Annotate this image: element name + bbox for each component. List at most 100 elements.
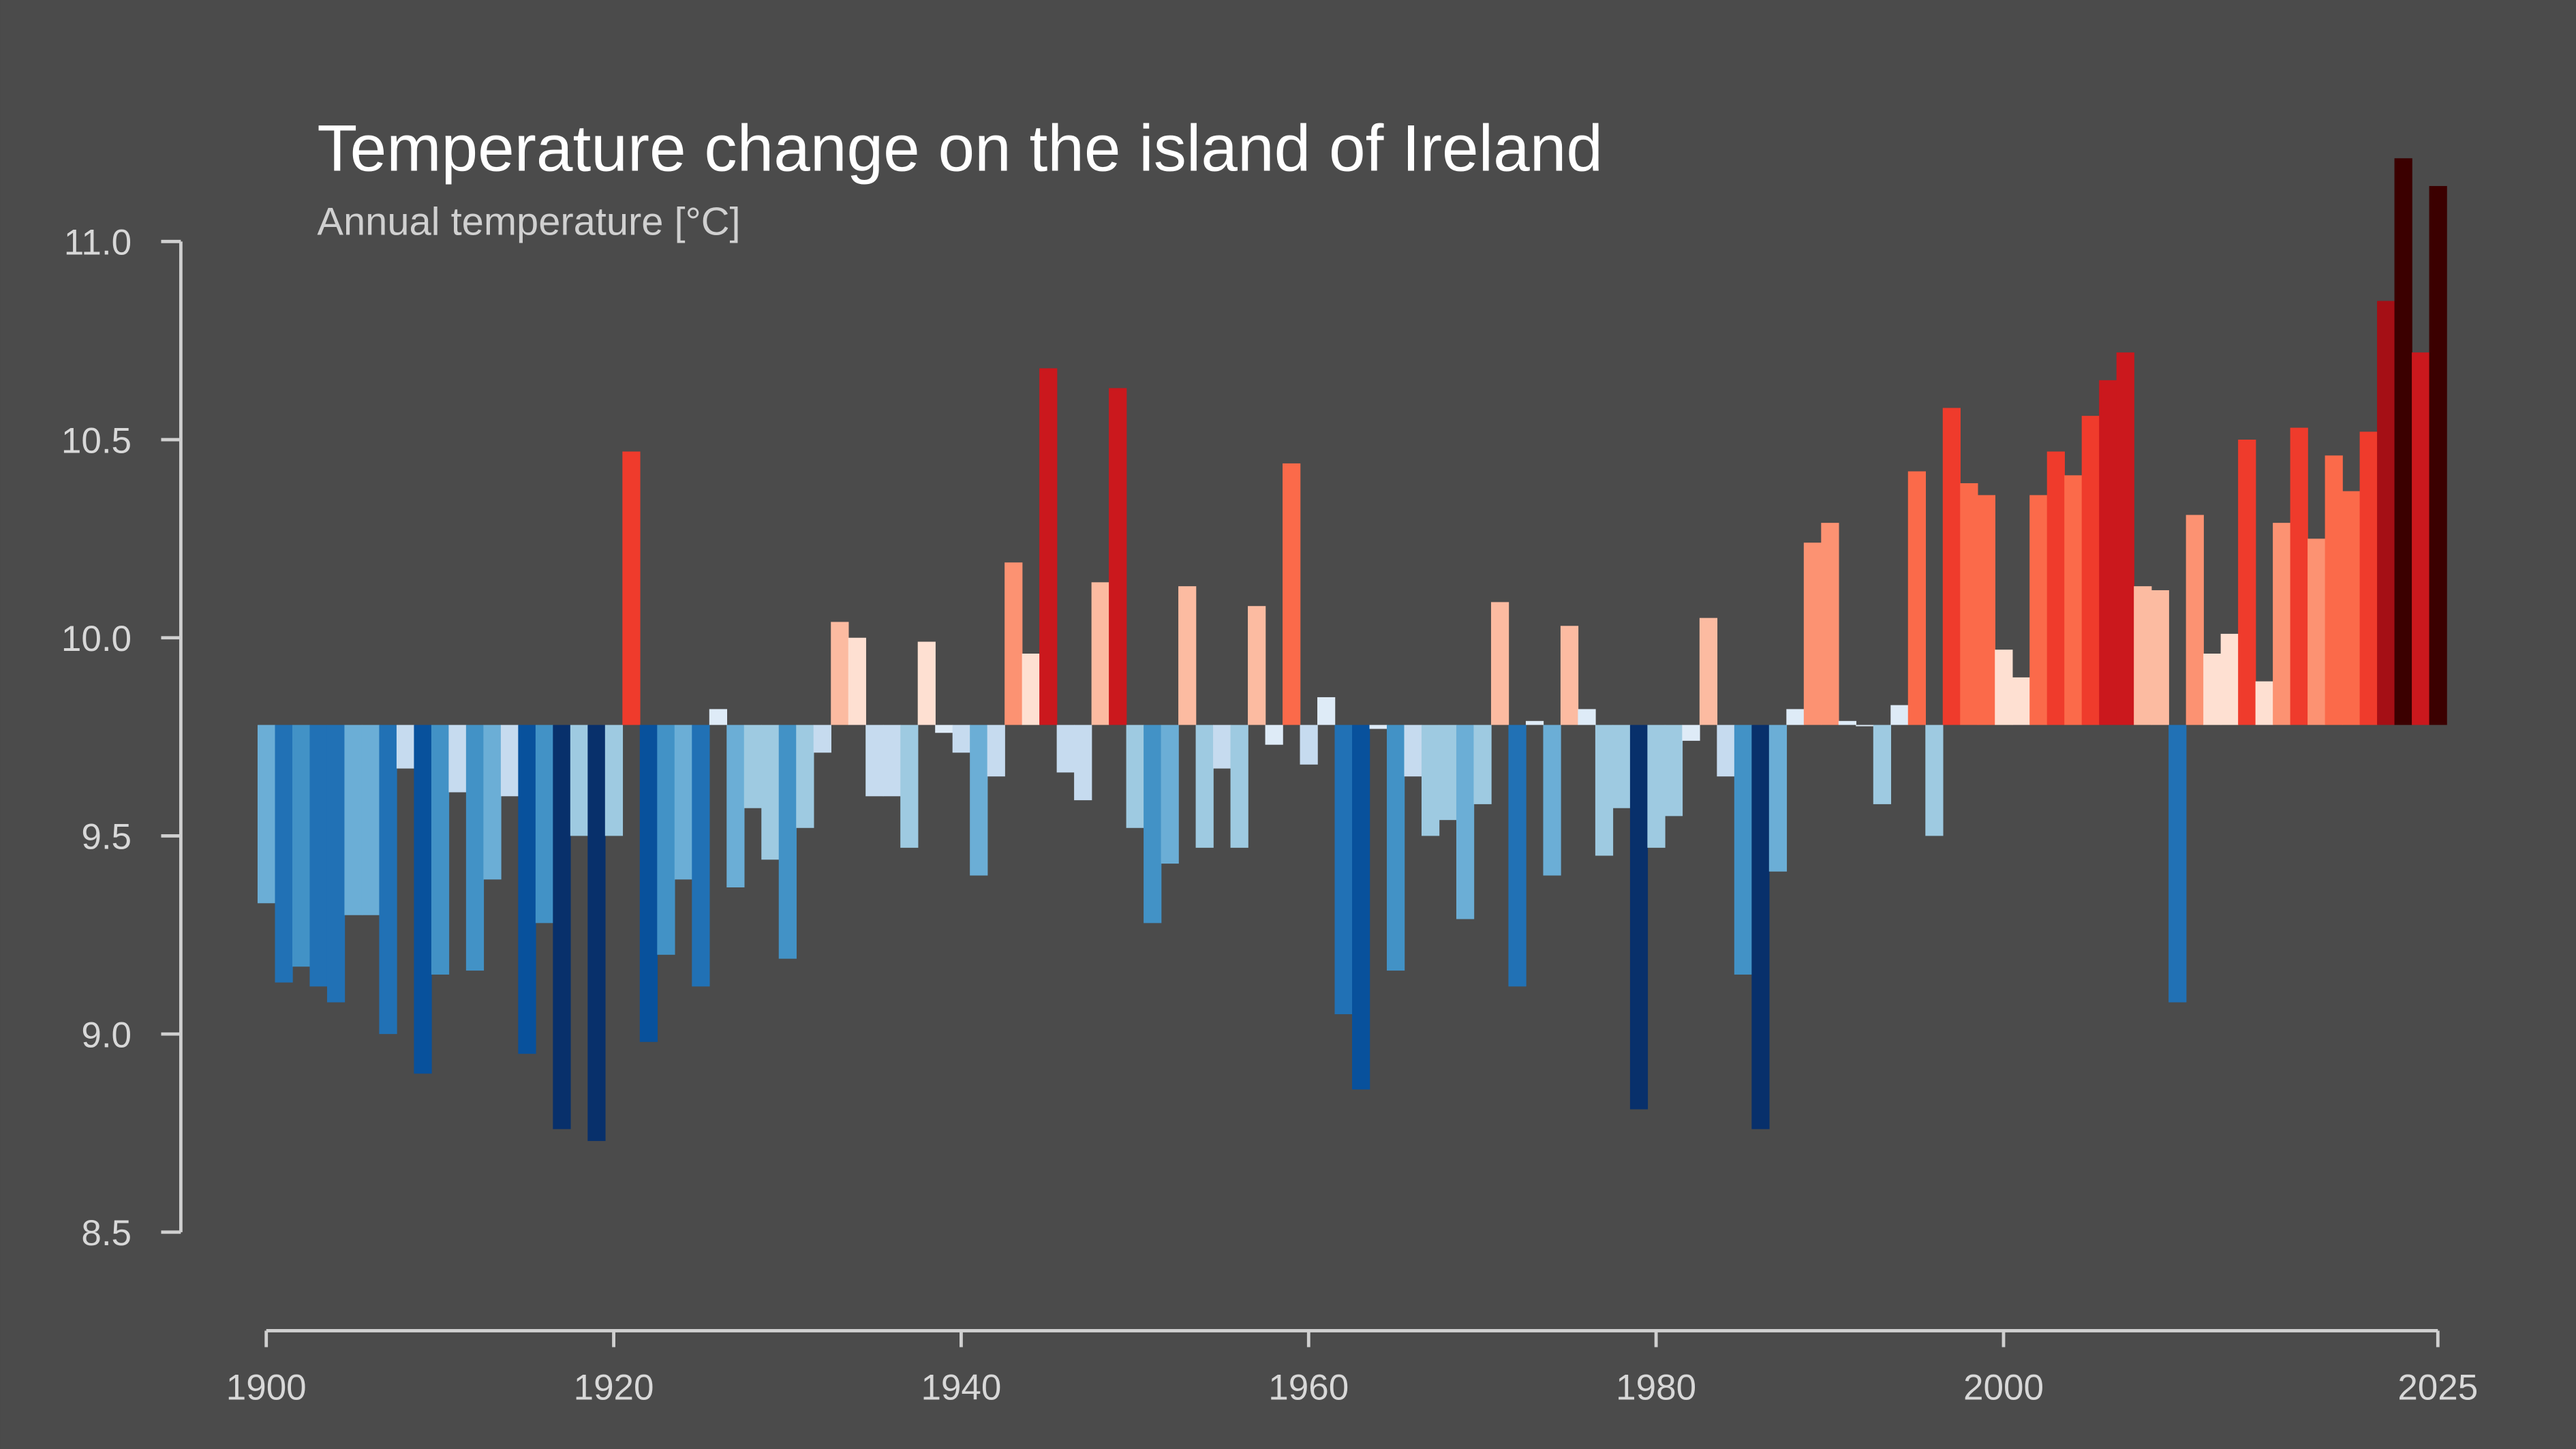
bar-1963 (1352, 724, 1370, 1090)
bar-1954 (1195, 724, 1214, 848)
bars (257, 158, 2447, 1142)
bar-1972 (1508, 724, 1527, 987)
bar-1930 (778, 724, 797, 959)
x-tick-label: 2000 (1963, 1368, 2044, 1408)
bar-1981 (1664, 724, 1683, 817)
bar-2021 (2359, 431, 2378, 725)
bar-1986 (1751, 724, 1770, 1129)
bar-1995 (1907, 471, 1926, 725)
bar-1901 (275, 724, 293, 983)
bar-1974 (1543, 724, 1561, 876)
bar-2012 (2203, 653, 2222, 725)
x-tick-label: 2025 (2397, 1368, 2478, 1408)
bar-1911 (448, 724, 467, 793)
bar-1941 (970, 724, 988, 876)
bar-1949 (1109, 388, 1127, 725)
chart-subtitle: Annual temperature [°C] (317, 200, 740, 244)
bar-1951 (1144, 724, 1162, 924)
y-tick-label: 9.0 (81, 1015, 132, 1055)
bar-2001 (2012, 677, 2030, 725)
bar-1902 (292, 724, 311, 967)
bar-1956 (1230, 724, 1248, 848)
bar-1987 (1768, 724, 1788, 872)
bar-1940 (952, 724, 970, 753)
bar-2023 (2394, 158, 2412, 725)
bar-1960 (1300, 724, 1318, 765)
bar-2007 (2116, 352, 2134, 725)
bar-2009 (2151, 590, 2169, 725)
bar-1928 (743, 724, 762, 808)
bar-1924 (674, 724, 693, 880)
bar-1999 (1977, 495, 1995, 725)
x-axis: 1900 1920 1940 1960 1980 2000 2025 (226, 1329, 2478, 1408)
bar-1958 (1265, 724, 1283, 745)
bar-1971 (1490, 602, 1509, 725)
bar-1984 (1717, 724, 1735, 777)
bar-1919 (587, 724, 606, 1142)
x-tick-label: 1940 (921, 1368, 1001, 1408)
bar-2019 (2325, 455, 2343, 725)
bar-1912 (465, 724, 485, 971)
bar-1959 (1283, 463, 1301, 725)
bar-2014 (2238, 440, 2256, 725)
bar-2020 (2342, 491, 2361, 725)
bar-1906 (361, 724, 380, 915)
bar-1913 (483, 724, 502, 880)
bar-1980 (1647, 724, 1666, 848)
bar-1988 (1786, 709, 1805, 725)
bar-1944 (1022, 653, 1040, 725)
y-tick-label: 9.5 (81, 817, 132, 857)
bar-1948 (1091, 582, 1109, 725)
bar-1914 (500, 724, 519, 797)
chart-title: Temperature change on the island of Irel… (317, 112, 1603, 185)
bar-1945 (1039, 368, 1058, 725)
bar-1969 (1456, 724, 1475, 919)
bar-1952 (1161, 724, 1179, 864)
bar-1916 (535, 724, 554, 924)
bar-1933 (831, 622, 849, 725)
bar-1917 (553, 724, 571, 1129)
bar-1934 (848, 637, 866, 725)
bar-1935 (865, 724, 884, 797)
bar-1979 (1629, 724, 1649, 1110)
bar-1926 (709, 709, 728, 725)
y-axis: 11.0 10.5 10.0 9.5 9.0 8.5 (61, 223, 183, 1253)
bar-1936 (883, 724, 901, 797)
bar-2018 (2307, 538, 2326, 725)
bar-1978 (1612, 724, 1631, 808)
bar-2025 (2429, 185, 2447, 725)
bar-1973 (1525, 720, 1544, 725)
bar-1961 (1317, 697, 1336, 725)
bar-1976 (1578, 709, 1596, 725)
x-tick-label: 1980 (1616, 1368, 1696, 1408)
bar-1967 (1421, 724, 1440, 836)
bar-2000 (1995, 650, 2013, 725)
bar-1965 (1386, 724, 1405, 971)
bar-2006 (2099, 380, 2117, 725)
bar-1992 (1856, 724, 1874, 727)
bar-1985 (1734, 724, 1753, 975)
bar-1946 (1056, 724, 1075, 773)
bar-1939 (935, 724, 953, 733)
bar-1942 (987, 724, 1005, 777)
x-tick-label: 1900 (226, 1368, 307, 1408)
bar-1991 (1838, 720, 1857, 725)
bar-2013 (2220, 633, 2239, 725)
bar-1937 (900, 724, 919, 848)
bar-1957 (1248, 606, 1266, 725)
bar-1962 (1334, 724, 1353, 1015)
bar-1927 (726, 724, 745, 887)
bar-1904 (326, 724, 346, 1003)
x-tick-label: 1920 (574, 1368, 654, 1408)
bar-2024 (2412, 352, 2430, 725)
bar-1997 (1942, 408, 1961, 725)
bar-1953 (1178, 586, 1197, 725)
bar-1931 (796, 724, 814, 828)
bar-2017 (2290, 427, 2308, 725)
y-tick-label: 11.0 (64, 223, 132, 263)
bar-1994 (1890, 705, 1909, 725)
bar-1975 (1560, 626, 1579, 725)
y-tick-label: 10.5 (61, 421, 132, 461)
bar-1964 (1369, 724, 1387, 729)
bar-1921 (622, 451, 641, 725)
